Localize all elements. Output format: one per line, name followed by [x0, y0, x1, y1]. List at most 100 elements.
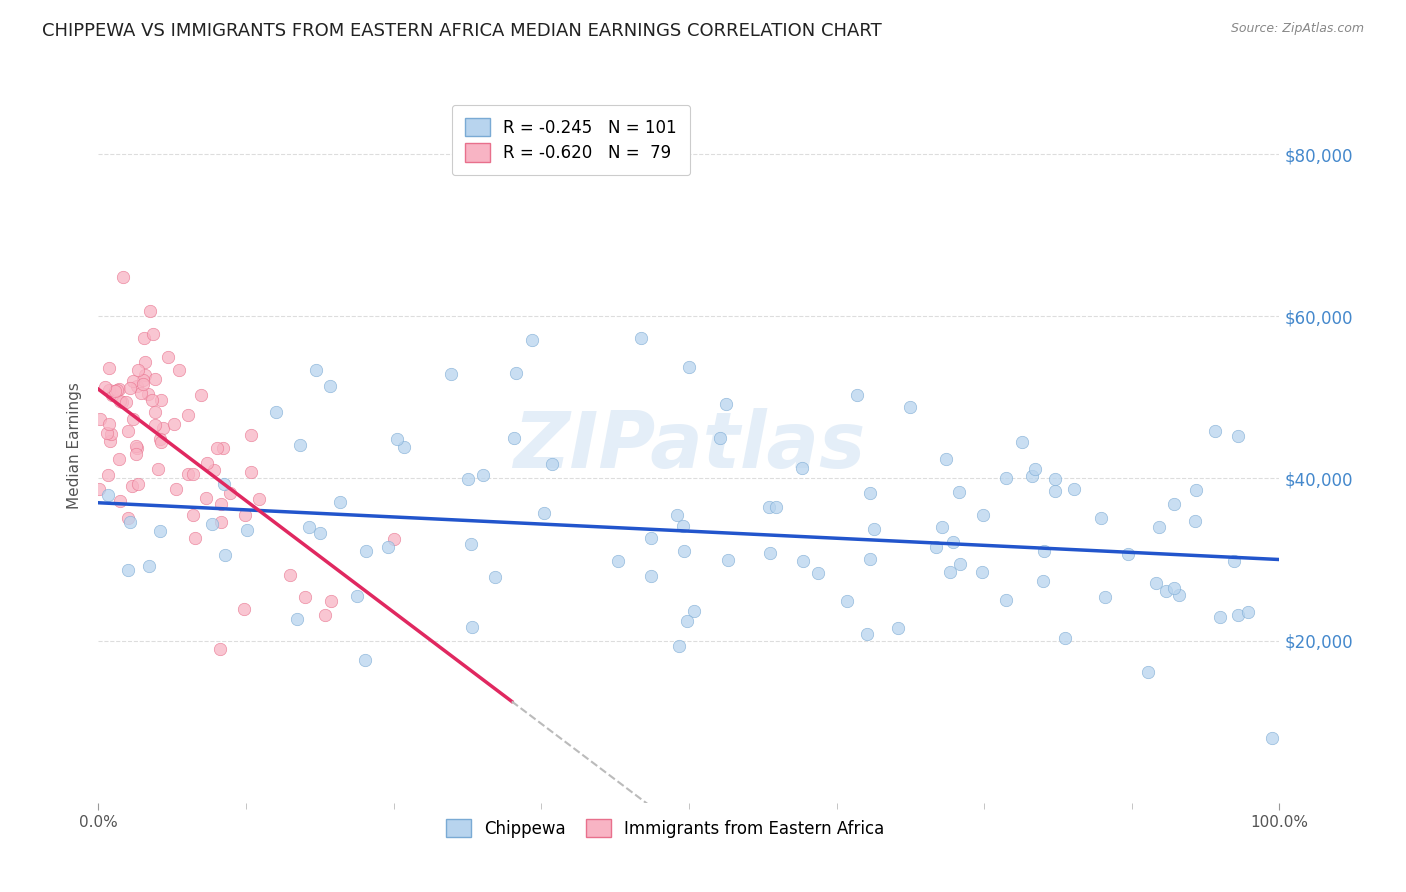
Point	[377, 541, 399, 555]
Point	[935, 451, 957, 466]
Point	[758, 500, 780, 514]
Point	[165, 482, 187, 496]
Point	[177, 408, 200, 422]
Point	[209, 516, 232, 530]
Point	[1063, 482, 1085, 496]
Point	[440, 367, 463, 381]
Point	[97, 468, 120, 483]
Point	[136, 387, 159, 401]
Point	[862, 523, 884, 537]
Point	[1136, 665, 1159, 679]
Point	[114, 395, 136, 409]
Point	[1184, 514, 1206, 528]
Point	[457, 472, 479, 486]
Point	[382, 532, 405, 546]
Point	[640, 531, 662, 545]
Point	[887, 621, 910, 635]
Point	[134, 368, 156, 383]
Point	[758, 546, 780, 560]
Point	[177, 467, 200, 482]
Point	[792, 554, 814, 568]
Point	[131, 373, 153, 387]
Point	[314, 608, 336, 623]
Point	[668, 640, 690, 654]
Point	[212, 477, 235, 491]
Point	[1053, 631, 1076, 645]
Point	[89, 412, 111, 426]
Point	[117, 511, 139, 525]
Point	[117, 563, 139, 577]
Point	[1021, 468, 1043, 483]
Point	[125, 439, 148, 453]
Point	[540, 457, 562, 471]
Point	[354, 653, 377, 667]
Point	[167, 363, 190, 377]
Point	[682, 604, 704, 618]
Point	[318, 379, 340, 393]
Point	[163, 417, 186, 431]
Point	[1090, 511, 1112, 525]
Point	[1168, 588, 1191, 602]
Y-axis label: Median Earnings: Median Earnings	[67, 383, 83, 509]
Point	[138, 558, 160, 573]
Point	[309, 525, 332, 540]
Point	[1144, 576, 1167, 591]
Point	[134, 355, 156, 369]
Point	[122, 412, 145, 426]
Point	[125, 441, 148, 455]
Point	[346, 589, 368, 603]
Point	[319, 594, 342, 608]
Point	[278, 568, 301, 582]
Point	[202, 463, 225, 477]
Point	[138, 304, 160, 318]
Point	[146, 462, 169, 476]
Point	[995, 592, 1018, 607]
Point	[127, 363, 149, 377]
Point	[181, 467, 204, 482]
Point	[939, 565, 962, 579]
Point	[96, 425, 118, 440]
Point	[972, 508, 994, 522]
Point	[1163, 581, 1185, 595]
Point	[1094, 590, 1116, 604]
Point	[665, 508, 688, 522]
Point	[131, 386, 153, 401]
Point	[970, 565, 993, 579]
Point	[606, 554, 628, 568]
Point	[232, 602, 254, 616]
Point	[233, 508, 256, 522]
Point	[678, 359, 700, 374]
Point	[132, 377, 155, 392]
Point	[111, 395, 134, 409]
Point	[157, 351, 180, 365]
Legend: Chippewa, Immigrants from Eastern Africa: Chippewa, Immigrants from Eastern Africa	[440, 813, 891, 845]
Point	[247, 491, 270, 506]
Point	[1032, 574, 1054, 589]
Point	[717, 553, 740, 567]
Point	[837, 594, 859, 608]
Point	[672, 519, 695, 533]
Point	[533, 506, 555, 520]
Point	[141, 392, 163, 407]
Point	[195, 491, 218, 505]
Point	[1204, 424, 1226, 438]
Point	[900, 400, 922, 414]
Point	[1043, 483, 1066, 498]
Point	[101, 388, 124, 402]
Point	[1209, 610, 1232, 624]
Point	[502, 432, 524, 446]
Point	[1032, 544, 1054, 558]
Point	[97, 488, 120, 502]
Point	[181, 508, 204, 522]
Point	[209, 497, 232, 511]
Point	[1237, 605, 1260, 619]
Point	[112, 270, 135, 285]
Point	[264, 405, 287, 419]
Point	[640, 569, 662, 583]
Point	[98, 417, 121, 432]
Point	[209, 641, 232, 656]
Point	[385, 432, 408, 446]
Point	[942, 534, 965, 549]
Point	[127, 477, 149, 491]
Point	[132, 331, 155, 345]
